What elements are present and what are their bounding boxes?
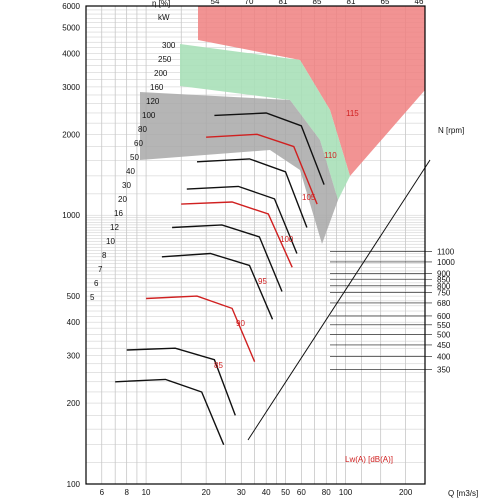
x-tick-label: 60: [297, 488, 306, 497]
x-tick-label: 40: [262, 488, 271, 497]
rpm-curve: [181, 201, 293, 268]
power-label: 6: [94, 279, 99, 288]
rpm-label: 550: [437, 321, 451, 330]
y-tick-label: 2000: [62, 130, 80, 139]
sound-level-value: 115: [346, 109, 359, 118]
efficiency-axis-label: η [%]: [152, 0, 170, 8]
sound-level-value: 105: [302, 193, 316, 202]
rpm-label: 750: [437, 289, 451, 298]
power-label: 250: [158, 55, 172, 64]
y-tick-label: 200: [67, 399, 81, 408]
rpm-curve: [126, 347, 236, 416]
y-tick-label: 500: [67, 292, 81, 301]
efficiency-label: 65: [381, 0, 390, 6]
efficiency-label: 70: [245, 0, 254, 6]
power-label: 60: [134, 139, 143, 148]
rpm-label: 800: [437, 282, 451, 291]
rpm-label: 450: [437, 341, 451, 350]
y-tick-label: 100: [67, 480, 81, 489]
power-label: 10: [106, 237, 115, 246]
rpm-label: 1000: [437, 258, 455, 267]
power-label: 7: [98, 265, 103, 274]
efficiency-label: 81: [279, 0, 288, 6]
y-tick-label: 1000: [62, 211, 80, 220]
rpm-label: 400: [437, 353, 451, 362]
power-label: 30: [122, 181, 131, 190]
rpm-label: 350: [437, 365, 451, 374]
rpm-label: 680: [437, 299, 451, 308]
power-label: 8: [102, 251, 107, 260]
x-tick-label: 8: [125, 488, 130, 497]
x-tick-label: 30: [237, 488, 246, 497]
power-label: 160: [150, 83, 164, 92]
power-label: 100: [142, 111, 156, 120]
plot-frame: [85, 5, 426, 485]
x-axis-label: Q [m3/s]: [448, 489, 478, 498]
rpm-label: 600: [437, 312, 451, 321]
y-tick-label: 3000: [62, 83, 80, 92]
efficiency-label: 54: [211, 0, 220, 6]
efficiency-label: 46: [415, 0, 424, 6]
rpm-curve: [146, 295, 256, 362]
sound-level-value: 90: [236, 319, 245, 328]
power-label: 40: [126, 167, 135, 176]
x-tick-label: 10: [142, 488, 151, 497]
rpm-axis-label: N [rpm]: [438, 126, 464, 135]
restricted-zone: [198, 6, 425, 176]
sound-level-value: 85: [214, 361, 223, 370]
rpm-label: 500: [437, 330, 451, 339]
rpm-curve: [161, 252, 274, 320]
efficiency-label: 81: [347, 0, 356, 6]
x-tick-label: 100: [339, 488, 353, 497]
power-label: 12: [110, 223, 119, 232]
power-label: 50: [130, 153, 139, 162]
rpm-curve: [186, 185, 298, 254]
power-unit-label: kW: [158, 13, 170, 22]
power-label: 200: [154, 69, 168, 78]
rpm-curve: [214, 112, 325, 185]
rpm-curve: [196, 158, 308, 228]
plot-axes: 6 8 10 20 30 40 50 60 80 100 200 100 200 300 400 500 100…: [62, 0, 455, 497]
y-tick-label: 300: [67, 352, 81, 361]
sound-level-value: 95: [258, 277, 267, 286]
x-tick-label: 80: [322, 488, 331, 497]
medium-zone: [140, 92, 338, 244]
x-tick-label: 50: [281, 488, 290, 497]
y-tick-label: 4000: [62, 49, 80, 58]
operating-zones: [140, 6, 425, 244]
high-efficiency-zone: [180, 44, 350, 200]
power-label: 120: [146, 97, 160, 106]
y-tick-label: 5000: [62, 23, 80, 32]
performance-curves: [115, 112, 431, 445]
x-tick-label: 20: [202, 488, 211, 497]
power-label: 16: [114, 209, 123, 218]
sound-level-value: 110: [324, 151, 337, 160]
power-label: 300: [162, 41, 176, 50]
rpm-reference-line: [247, 159, 431, 441]
sound-level-label: Lw(A) [dB(A)]: [345, 455, 393, 464]
x-tick-label: 200: [399, 488, 413, 497]
power-label: 80: [138, 125, 147, 134]
rpm-curve: [115, 378, 225, 445]
y-tick-label: 400: [67, 318, 81, 327]
rpm-label: 900: [437, 269, 451, 278]
rpm-curve: [206, 133, 318, 205]
efficiency-label: 85: [313, 0, 322, 6]
rpm-label: 1100: [437, 248, 455, 257]
power-label: 20: [118, 195, 127, 204]
rpm-label: 850: [437, 275, 451, 284]
sound-level-value: 100: [280, 235, 294, 244]
power-label: 5: [90, 293, 95, 302]
y-tick-label: 6000: [62, 2, 80, 11]
x-tick-label: 6: [100, 488, 105, 497]
rpm-curve: [172, 224, 283, 292]
